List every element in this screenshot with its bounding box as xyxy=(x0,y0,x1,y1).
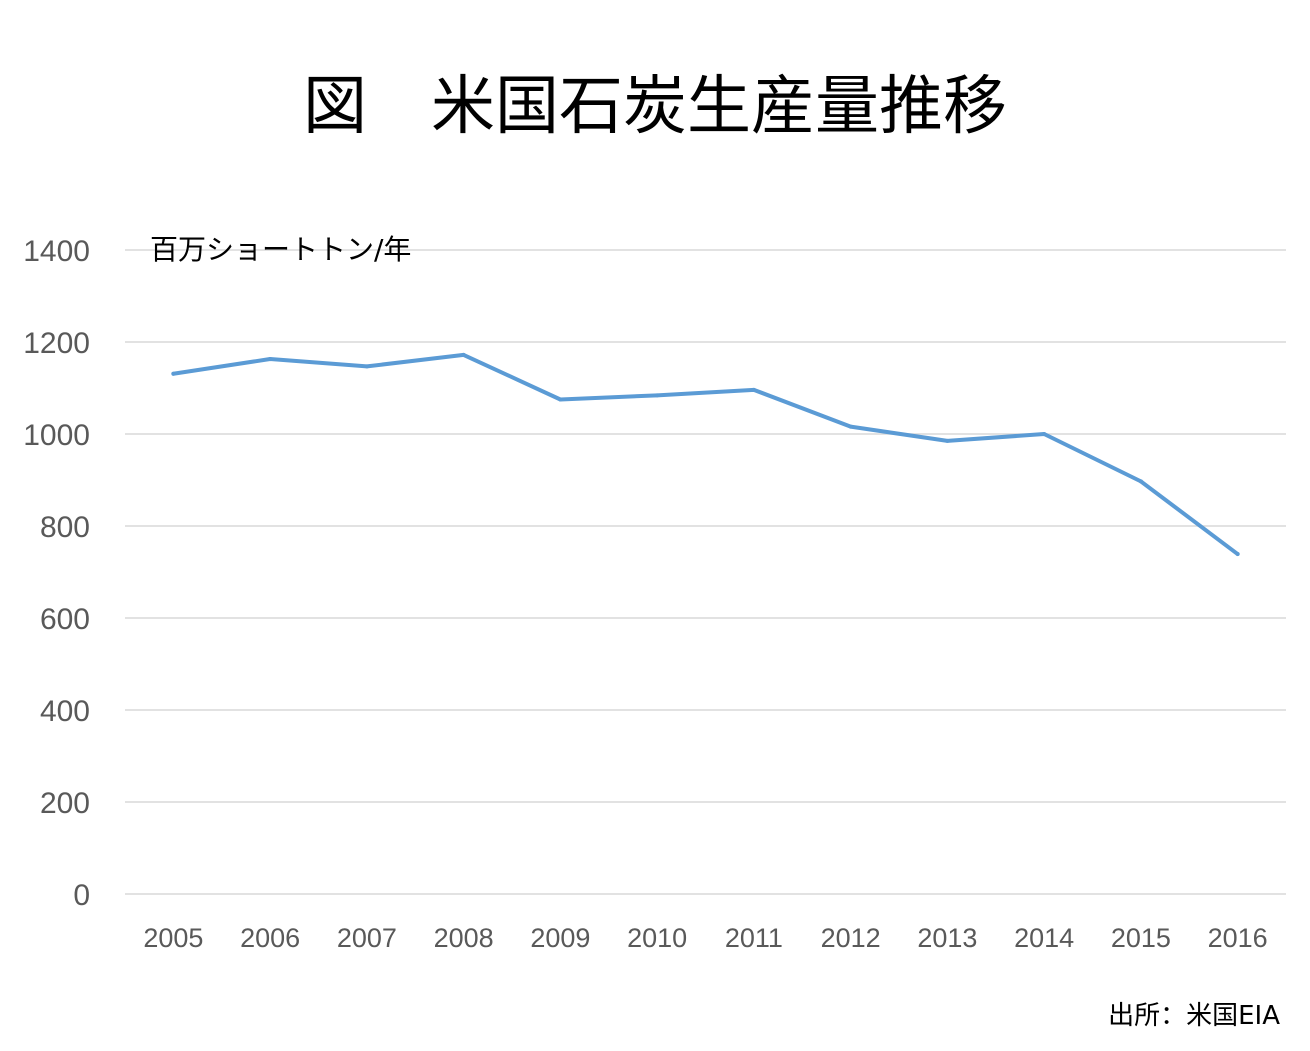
y-tick-label: 200 xyxy=(40,787,90,820)
data-point-2006 xyxy=(268,357,273,362)
x-tick-label: 2014 xyxy=(1014,923,1074,953)
y-tick-label: 1000 xyxy=(23,419,90,452)
x-tick-label: 2007 xyxy=(337,923,397,953)
y-axis-ticks: 0 200 400 600 800 1000 1200 1400 xyxy=(23,235,90,912)
data-point-2010 xyxy=(655,393,660,398)
x-tick-label: 2010 xyxy=(627,923,687,953)
y-tick-label: 1400 xyxy=(23,235,90,268)
data-point-2015 xyxy=(1138,479,1143,484)
data-point-2011 xyxy=(751,387,756,392)
chart-title: 図 米国石炭生産量推移 xyxy=(303,70,1007,144)
data-point-2013 xyxy=(945,438,950,443)
source-label: 出所：米国EIA xyxy=(1108,1001,1280,1031)
x-tick-label: 2005 xyxy=(143,923,203,953)
data-point-2005 xyxy=(171,371,176,376)
x-axis-ticks: 2005 2006 2007 2008 2009 2010 2011 2012 2013 2014… xyxy=(143,923,1267,953)
data-point-2008 xyxy=(461,352,466,357)
y-tick-label: 600 xyxy=(40,603,90,636)
data-point-2012 xyxy=(848,424,853,429)
y-axis-unit-label: 百万ショートトン/年 xyxy=(150,233,411,266)
x-tick-label: 2013 xyxy=(917,923,977,953)
data-point-2009 xyxy=(558,397,563,402)
x-tick-label: 2012 xyxy=(821,923,881,953)
data-point-2014 xyxy=(1042,432,1047,436)
x-tick-label: 2006 xyxy=(240,923,300,953)
data-points xyxy=(171,352,1240,557)
y-tick-label: 0 xyxy=(73,879,90,912)
y-tick-label: 400 xyxy=(40,695,90,728)
data-point-2007 xyxy=(364,364,369,369)
series-line-coal-production xyxy=(171,352,1240,557)
y-tick-label: 800 xyxy=(40,511,90,544)
x-tick-label: 2008 xyxy=(434,923,494,953)
x-tick-label: 2009 xyxy=(530,923,590,953)
grid-lines xyxy=(125,249,1286,895)
x-tick-label: 2016 xyxy=(1208,923,1268,953)
x-tick-label: 2015 xyxy=(1111,923,1171,953)
data-point-2016 xyxy=(1235,552,1240,557)
x-tick-label: 2011 xyxy=(725,923,783,953)
y-tick-label: 1200 xyxy=(23,327,90,360)
